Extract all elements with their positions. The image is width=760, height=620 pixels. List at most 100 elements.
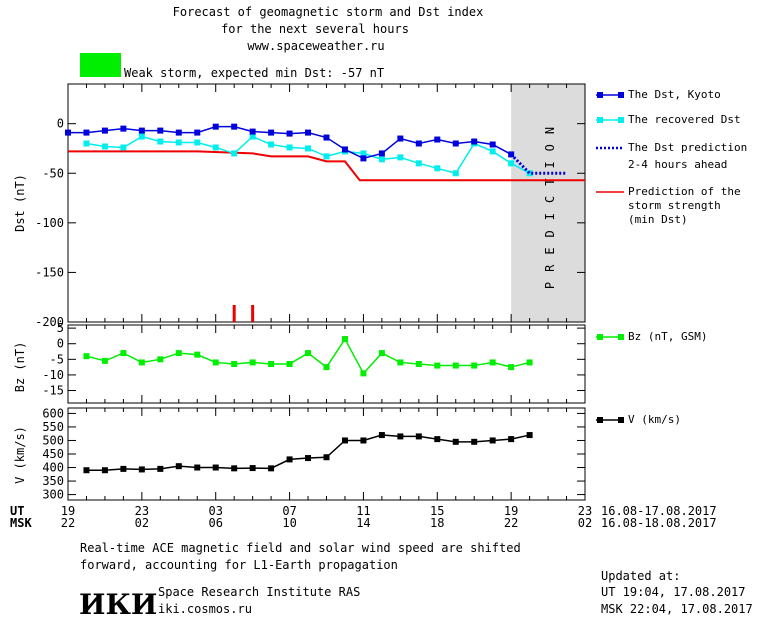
bz-point	[231, 361, 238, 367]
ut-tick-label: 23	[578, 504, 592, 518]
legend-bz-marker	[597, 334, 603, 340]
bz-point	[323, 364, 330, 371]
bz-point	[434, 362, 441, 369]
bz-point	[83, 353, 90, 360]
bz-point	[489, 359, 496, 366]
legend-kyoto-marker	[597, 92, 603, 98]
dst-recovered-point	[378, 156, 385, 163]
dst-recovered-point	[138, 133, 145, 140]
y-tick-label: 550	[42, 420, 64, 434]
dst-recovered-point	[397, 154, 404, 161]
speed-point	[175, 463, 182, 470]
bz-point	[397, 359, 404, 366]
y-tick-label: -50	[42, 166, 64, 180]
legend-prediction-label-1: The Dst prediction	[628, 141, 747, 154]
bz-point	[120, 350, 127, 357]
prediction-zone	[511, 84, 585, 322]
bz-point	[452, 362, 459, 369]
v-frame	[67, 407, 586, 501]
legend-recovered-marker	[618, 117, 624, 123]
dst-recovered-point	[175, 139, 182, 146]
title-line-2: for the next several hours	[221, 22, 409, 36]
footer-org: Space Research Institute RAS	[158, 585, 360, 599]
ut-tick-label: 19	[61, 504, 75, 518]
dst-recovered-point	[489, 148, 496, 155]
ut-tick-label: 15	[430, 504, 444, 518]
dst-kyoto-point	[212, 123, 219, 130]
dst-recovered-point	[157, 138, 164, 145]
legend-bz-label: Bz (nT, GSM)	[628, 330, 707, 343]
updated-msk: MSK 22:04, 17.08.2017	[601, 602, 753, 616]
speed-point	[508, 436, 515, 443]
msk-tick-label: 14	[356, 516, 370, 530]
dst-kyoto-point	[323, 134, 330, 141]
dst-kyoto-point	[305, 129, 312, 136]
legend-v-marker	[597, 417, 603, 423]
dst-kyoto-point	[378, 150, 385, 157]
dst-kyoto-point	[452, 140, 459, 147]
speed-line	[86, 434, 530, 471]
legend-prediction-label-2: 2-4 hours ahead	[628, 158, 727, 171]
bz-point	[286, 361, 293, 367]
ut-axis-title: UT	[10, 504, 24, 518]
dst-kyoto-point	[415, 140, 422, 147]
speed-point	[305, 455, 312, 462]
footer-note-2: forward, accounting for L1-Earth propaga…	[80, 558, 398, 572]
storm-status-swatch	[80, 53, 121, 77]
legend-recovered-marker	[597, 117, 603, 123]
dst-recovered-point	[305, 145, 312, 152]
bz-point	[360, 370, 367, 377]
dst-recovered-point	[286, 144, 293, 151]
dst-kyoto-point	[65, 129, 71, 136]
ut-tick-label: 23	[135, 504, 149, 518]
y-tick-label: -150	[35, 265, 64, 279]
msk-tick-label: 18	[430, 516, 444, 530]
y-tick-label: 0	[57, 337, 64, 351]
y-tick-label: -200	[35, 315, 64, 329]
legend-kyoto-label: The Dst, Kyoto	[628, 88, 721, 101]
title-line-1: Forecast of geomagnetic storm and Dst in…	[173, 5, 484, 19]
dst-kyoto-point	[489, 141, 496, 148]
bz-axis-label: Bz (nT)	[13, 342, 27, 393]
msk-tick-label: 22	[61, 516, 75, 530]
prediction-label: PREDICTION	[543, 117, 557, 289]
speed-point	[286, 456, 293, 463]
y-tick-label: 600	[42, 406, 64, 420]
speed-point	[231, 465, 238, 472]
legend-bz-marker	[618, 334, 624, 340]
dst-panel: PREDICTION 0 -50 -100 -150 -200 Dst (nT)	[13, 83, 586, 329]
speed-point	[138, 466, 145, 473]
speed-point	[360, 437, 367, 444]
dst-recovered-point	[434, 165, 441, 172]
ut-tick-label: 07	[282, 504, 296, 518]
dst-recovered-point	[212, 144, 219, 151]
bz-point	[249, 359, 256, 366]
bz-point	[212, 359, 219, 366]
dst-axis-label: Dst (nT)	[13, 174, 27, 232]
speed-point	[120, 465, 127, 472]
bz-frame	[67, 324, 586, 404]
legend: The Dst, Kyoto The recovered Dst The Dst…	[596, 88, 747, 426]
msk-date-range: 16.08-18.08.2017	[601, 516, 717, 530]
dst-kyoto-point	[286, 130, 293, 137]
bz-point	[157, 356, 164, 363]
updated-label: Updated at:	[601, 569, 680, 583]
bz-point	[305, 350, 312, 357]
legend-v-label: V (km/s)	[628, 413, 681, 426]
dst-kyoto-point	[268, 129, 275, 136]
speed-point	[341, 437, 348, 444]
speed-point	[323, 454, 330, 461]
dst-recovered-point	[120, 144, 127, 151]
dst-kyoto-point	[360, 155, 367, 162]
footer-url[interactable]: iki.cosmos.ru	[158, 602, 252, 616]
dst-recovered-point	[231, 150, 238, 157]
ut-date-range: 16.08-17.08.2017	[601, 504, 717, 518]
updated-ut: UT 19:04, 17.08.2017	[601, 585, 746, 599]
speed-point	[489, 437, 496, 444]
dst-kyoto-point	[194, 129, 201, 136]
legend-kyoto-marker	[618, 92, 624, 98]
bz-point	[268, 361, 275, 367]
speed-point	[268, 465, 275, 472]
